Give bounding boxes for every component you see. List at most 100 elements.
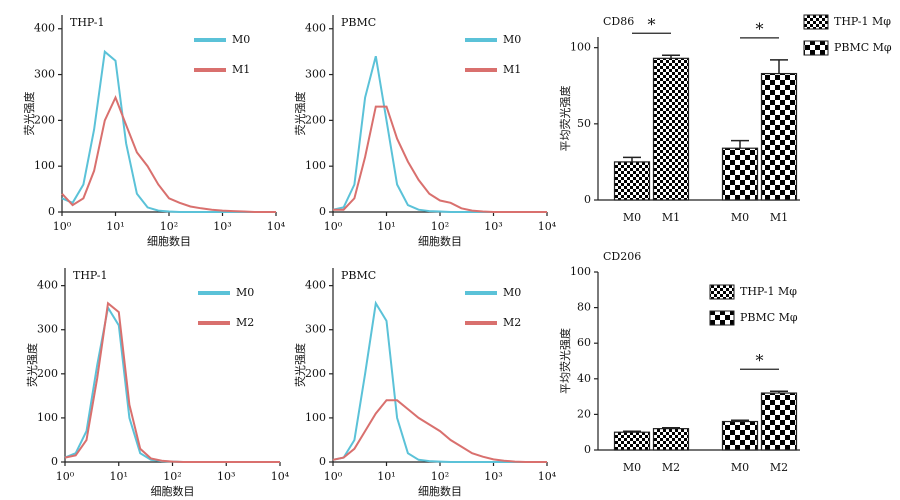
x-tick-label: 10³: [213, 220, 231, 233]
chart-title: PBMC: [341, 269, 376, 282]
y-tick-label: 50: [577, 117, 591, 130]
y-tick-label: 100: [305, 411, 326, 424]
x-tick-label: 10⁴: [271, 470, 290, 483]
x-tick-label: M0: [731, 461, 749, 474]
legend-swatch: [803, 40, 829, 56]
x-tick-label: 10⁰: [324, 470, 343, 483]
legend-label: M2: [236, 316, 254, 329]
chart-title: CD206: [603, 250, 641, 263]
y-tick-label: 200: [34, 113, 55, 126]
chart-title: THP-1: [70, 16, 104, 29]
legend-label: THP-1 Mφ: [834, 15, 891, 28]
x-tick-label: M0: [623, 211, 641, 224]
y-tick-label: 0: [584, 443, 591, 456]
x-tick-label: M2: [770, 461, 788, 474]
bar: [613, 431, 651, 451]
series-line: [64, 304, 280, 463]
x-tick-label: 10⁰: [56, 470, 75, 483]
y-tick-label: 100: [570, 265, 591, 278]
y-tick-label: 300: [37, 323, 58, 336]
legend-label: M1: [503, 63, 521, 76]
legend-swatch: [709, 310, 735, 326]
series-line: [332, 399, 547, 463]
x-tick-label: 10³: [484, 470, 502, 483]
y-tick-label: 200: [305, 367, 326, 380]
y-axis-label: 荧光强度: [25, 343, 39, 387]
x-axis-label: 细胞数目: [418, 235, 462, 248]
x-tick-label: M1: [770, 211, 788, 224]
legend-label: PBMC Mφ: [834, 41, 892, 54]
x-tick-label: 10²: [160, 220, 178, 233]
x-tick-label: 10²: [431, 220, 449, 233]
y-tick-label: 100: [34, 159, 55, 172]
x-tick-label: M2: [662, 461, 680, 474]
y-tick-label: 100: [37, 411, 58, 424]
x-tick-label: 10¹: [377, 470, 395, 483]
series-line: [64, 301, 280, 463]
y-tick-label: 400: [305, 279, 326, 292]
y-tick-label: 80: [577, 301, 591, 314]
legend-swatch: [709, 284, 735, 300]
significance-label: *: [756, 351, 764, 370]
y-tick-label: 0: [584, 193, 591, 206]
x-tick-label: 10¹: [110, 470, 128, 483]
chart-title: PBMC: [341, 16, 376, 29]
x-axis-label: 细胞数目: [147, 235, 191, 248]
y-tick-label: 200: [305, 113, 326, 126]
bar: [652, 57, 690, 201]
x-tick-label: 10²: [431, 470, 449, 483]
legend-label: M0: [236, 286, 254, 299]
series-line: [332, 55, 547, 213]
x-axis-label: 细胞数目: [151, 485, 195, 498]
legend-label: M1: [232, 63, 250, 76]
x-tick-label: 10¹: [106, 220, 124, 233]
legend-label: M2: [503, 316, 521, 329]
chart-title: THP-1: [73, 269, 107, 282]
y-tick-label: 100: [305, 159, 326, 172]
x-tick-label: M1: [662, 211, 680, 224]
x-tick-label: 10⁴: [538, 220, 557, 233]
x-tick-label: 10⁴: [538, 470, 557, 483]
y-axis-label: 平均荧光强度: [558, 86, 572, 152]
legend-label: M0: [232, 33, 250, 46]
legend-label: PBMC Mφ: [740, 311, 798, 324]
x-tick-label: 10⁴: [267, 220, 286, 233]
bar: [652, 428, 690, 451]
x-tick-label: M0: [731, 211, 749, 224]
legend-label: THP-1 Mφ: [740, 285, 797, 298]
y-tick-label: 300: [34, 68, 55, 81]
x-tick-label: 10⁰: [53, 220, 72, 233]
bar: [613, 161, 651, 201]
y-tick-label: 300: [305, 68, 326, 81]
y-axis-label: 平均荧光强度: [558, 328, 572, 394]
x-tick-label: 10²: [163, 470, 181, 483]
bar: [760, 392, 798, 451]
x-tick-label: 10³: [484, 220, 502, 233]
y-axis-label: 荧光强度: [22, 92, 36, 136]
y-tick-label: 200: [37, 367, 58, 380]
y-tick-label: 400: [34, 22, 55, 35]
legend-swatch: [803, 14, 829, 30]
x-axis-label: 细胞数目: [418, 485, 462, 498]
chart-title: CD86: [603, 15, 634, 28]
y-tick-label: 0: [319, 455, 326, 468]
y-tick-label: 0: [51, 455, 58, 468]
bar: [721, 147, 759, 201]
significance-label: *: [648, 15, 656, 34]
y-axis-label: 荧光强度: [293, 343, 307, 387]
legend-label: M0: [503, 33, 521, 46]
bar: [721, 420, 759, 451]
bar: [760, 72, 798, 201]
y-tick-label: 100: [570, 41, 591, 54]
y-tick-label: 20: [577, 407, 591, 420]
y-tick-label: 60: [577, 336, 591, 349]
y-tick-label: 300: [305, 323, 326, 336]
y-axis-label: 荧光强度: [293, 92, 307, 136]
y-tick-label: 400: [37, 279, 58, 292]
y-tick-label: 0: [319, 205, 326, 218]
series-line: [61, 94, 276, 213]
x-tick-label: 10¹: [377, 220, 395, 233]
significance-label: *: [756, 19, 764, 38]
y-tick-label: 0: [48, 205, 55, 218]
